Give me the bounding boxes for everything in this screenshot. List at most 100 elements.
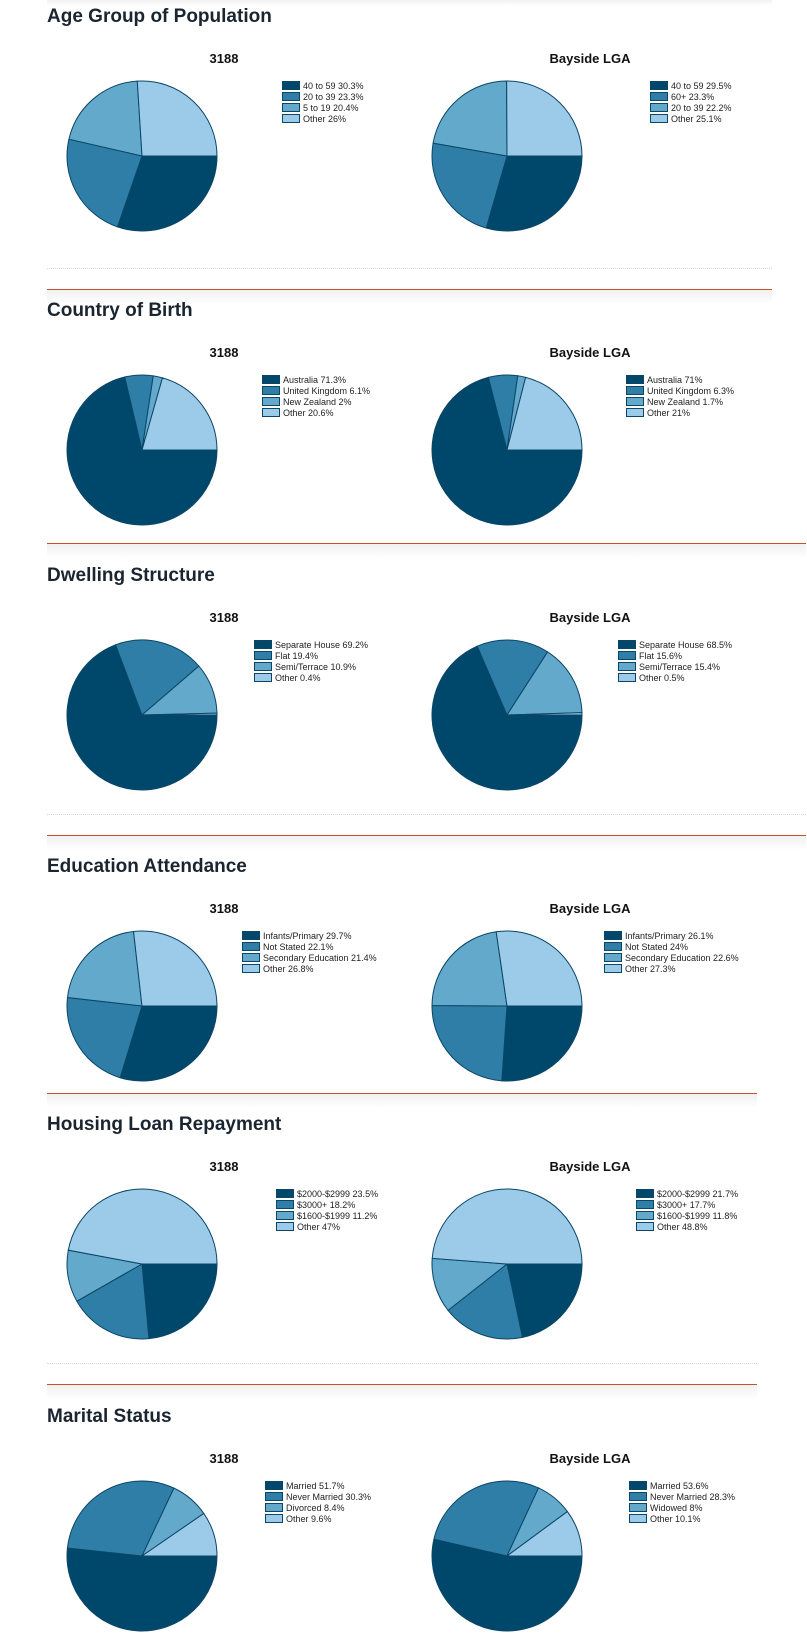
legend-swatch	[262, 386, 280, 395]
pie-slice-other	[136, 80, 218, 157]
legend-item: 40 to 59 29.5%	[650, 80, 732, 91]
legend-swatch	[629, 1481, 647, 1490]
legend-label: Flat 15.6%	[639, 650, 683, 661]
pie-slice-other	[132, 930, 218, 1007]
chart-title: Bayside LGA	[549, 1451, 631, 1466]
legend-swatch	[282, 81, 300, 90]
chart-title: 3188	[209, 51, 239, 66]
legend-item: Other 0.5%	[618, 672, 732, 683]
pie-chart	[431, 80, 583, 232]
pie-slice-semi-terrace	[506, 651, 583, 716]
legend-item: Separate House 68.5%	[618, 639, 732, 650]
legend-swatch	[254, 651, 272, 660]
legend-swatch	[626, 386, 644, 395]
legend-item: Other 25.1%	[650, 113, 732, 124]
chart-title: Bayside LGA	[549, 51, 631, 66]
legend-item: United Kingdom 6.3%	[626, 385, 734, 396]
legend-label: Other 25.1%	[671, 113, 722, 124]
legend-item: Flat 19.4%	[254, 650, 368, 661]
pie-slice-separate-house	[431, 645, 583, 791]
legend-label: Secondary Education 21.4%	[263, 952, 377, 963]
legend-label: Infants/Primary 29.7%	[263, 930, 352, 941]
legend-label: Married 51.7%	[286, 1480, 345, 1491]
legend-swatch	[636, 1189, 654, 1198]
chart-legend: 40 to 59 29.5% 60+ 23.3% 20 to 39 22.2% Oth…	[650, 80, 732, 124]
pie-chart	[431, 374, 583, 526]
legend-swatch	[650, 81, 668, 90]
pie-slice-australia	[431, 376, 583, 526]
legend-label: $3000+ 18.2%	[297, 1199, 356, 1210]
legend-swatch	[262, 375, 280, 384]
legend-label: Other 0.5%	[639, 672, 685, 683]
chart-title: 3188	[209, 345, 239, 360]
pie-slice--3000-	[447, 1263, 524, 1340]
legend-swatch	[265, 1492, 283, 1501]
legend-item: Other 26%	[282, 113, 364, 124]
pie-slice-secondary-education	[431, 931, 508, 1007]
legend-swatch	[626, 397, 644, 406]
legend-label: $1600-$1999 11.2%	[297, 1210, 378, 1221]
legend-swatch	[618, 662, 636, 671]
legend-swatch	[650, 114, 668, 123]
legend-label: New Zealand 2%	[283, 396, 352, 407]
legend-label: Other 27.3%	[625, 963, 676, 974]
legend-item: Not Stated 24%	[604, 941, 739, 952]
pie-slice-never-married	[66, 1480, 175, 1557]
legend-label: Australia 71.3%	[283, 374, 347, 385]
section-separator	[47, 814, 806, 815]
top-shade	[47, 0, 772, 6]
pie-slice-flat	[476, 639, 549, 717]
pie-slice-20-to-39	[432, 80, 508, 157]
legend-label: Other 26.8%	[263, 963, 314, 974]
legend-swatch	[276, 1211, 294, 1220]
legend-item: Other 20.6%	[262, 407, 370, 418]
legend-swatch	[276, 1222, 294, 1231]
legend-label: Married 53.6%	[650, 1480, 709, 1491]
pie-chart	[66, 1188, 218, 1340]
pie-chart	[66, 930, 218, 1082]
legend-item: 5 to 19 20.4%	[282, 102, 364, 113]
pie-slice--2000-2999	[141, 1263, 218, 1340]
legend-label: 40 to 59 30.3%	[303, 80, 364, 91]
chart-title: 3188	[209, 901, 239, 916]
pie-slice-separate-house	[66, 644, 218, 791]
legend-swatch	[242, 931, 260, 940]
legend-label: Infants/Primary 26.1%	[625, 930, 714, 941]
pie-slice-not-stated	[66, 996, 143, 1079]
section-divider	[47, 289, 772, 304]
legend-swatch	[618, 651, 636, 660]
legend-label: Never Married 30.3%	[286, 1491, 372, 1502]
pie-slice-5-to-19	[68, 80, 143, 157]
pie-chart	[66, 639, 218, 791]
legend-item: Semi/Terrace 10.9%	[254, 661, 368, 672]
legend-swatch	[626, 408, 644, 417]
legend-label: Other 9.6%	[286, 1513, 332, 1524]
legend-item: Other 48.8%	[636, 1221, 738, 1232]
section-divider	[47, 835, 806, 850]
legend-item: 60+ 23.3%	[650, 91, 732, 102]
legend-label: 60+ 23.3%	[671, 91, 715, 102]
legend-swatch	[650, 103, 668, 112]
chart-legend: Separate House 69.2% Flat 19.4% Semi/Terra…	[254, 639, 368, 683]
chart-legend: Married 53.6% Never Married 28.3% Widowed …	[629, 1480, 735, 1524]
section-divider	[47, 543, 806, 558]
pie-chart	[431, 1188, 583, 1340]
legend-swatch	[242, 953, 260, 962]
legend-label: Other 48.8%	[657, 1221, 708, 1232]
legend-label: Other 21%	[647, 407, 691, 418]
legend-label: Other 26%	[303, 113, 347, 124]
legend-item: Infants/Primary 26.1%	[604, 930, 739, 941]
chart-title: 3188	[209, 1451, 239, 1466]
legend-label: $3000+ 17.7%	[657, 1199, 716, 1210]
legend-label: $2000-$2999 23.5%	[297, 1188, 379, 1199]
legend-label: Divorced 8.4%	[286, 1502, 345, 1513]
pie-chart	[431, 1480, 583, 1632]
pie-slice-other	[506, 80, 583, 157]
pie-slice-australia	[66, 376, 218, 526]
legend-label: Other 47%	[297, 1221, 341, 1232]
pie-chart	[431, 639, 583, 791]
pie-slice-other	[506, 376, 583, 451]
legend-swatch	[636, 1222, 654, 1231]
chart-title: Bayside LGA	[549, 610, 631, 625]
legend-item: $1600-$1999 11.2%	[276, 1210, 378, 1221]
